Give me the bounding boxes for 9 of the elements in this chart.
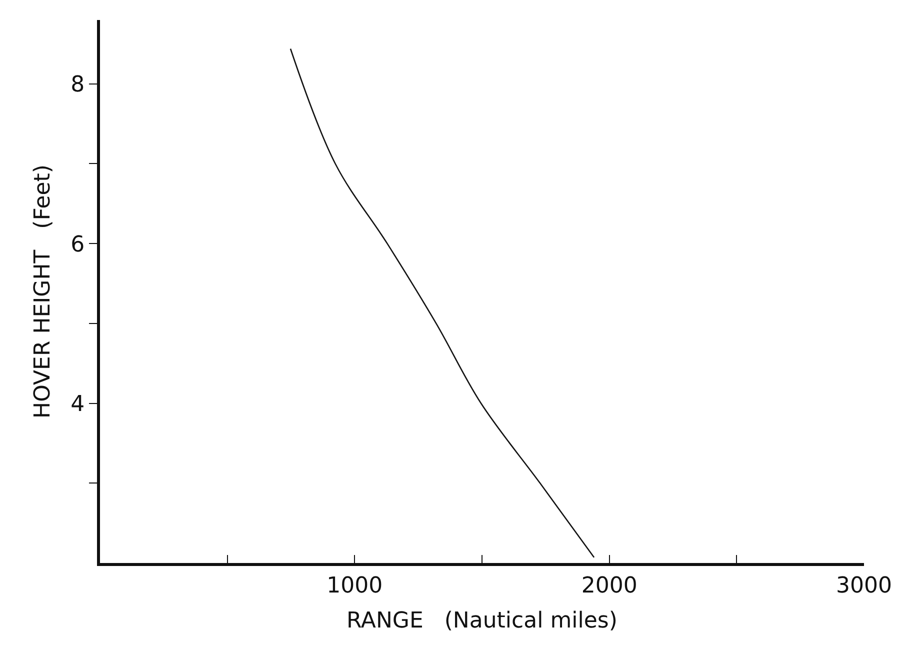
x-tick-label: 1000 [326,573,383,598]
y-tick-label: 6 [70,232,85,258]
line-series [290,48,595,558]
y-tick-label: 4 [70,392,85,417]
x-axis-title: RANGE (Nautical miles) [346,608,618,634]
x-tick-label: 2000 [581,573,638,598]
x-tick-label: 3000 [836,573,892,598]
y-axis-title: HOVER HEIGHT (Feet) [30,164,56,418]
y-tick-label: 8 [70,72,85,98]
